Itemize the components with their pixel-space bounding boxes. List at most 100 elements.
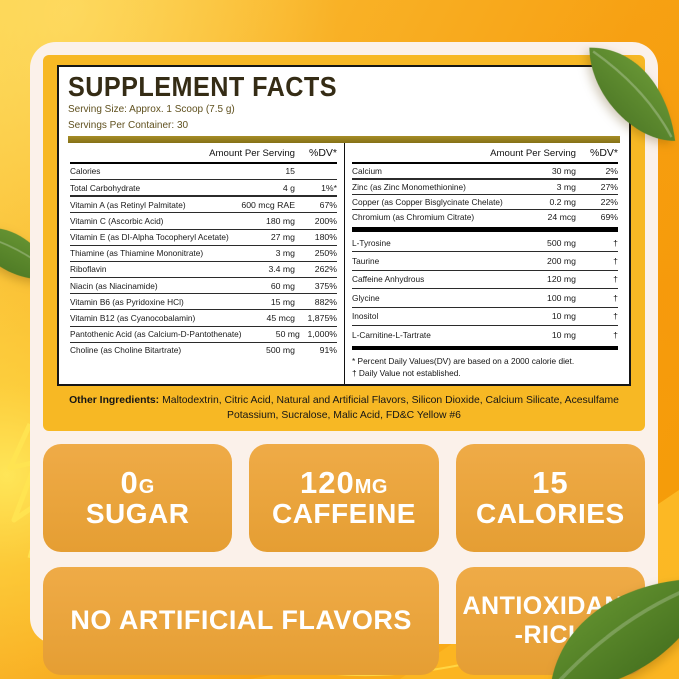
serving-size: Serving Size: Approx. 1 Scoop (7.5 g) (68, 104, 235, 116)
nutrient-dv: 1,875% (307, 313, 337, 324)
nutrient-name: Vitamin E (as DI-Alpha Tocopheryl Acetat… (70, 232, 229, 243)
nutrient-name: Copper (as Copper Bisglycinate Chelate) (352, 197, 503, 208)
nutrient-dv: 27% (600, 182, 618, 193)
dv-header: %DV* (589, 146, 618, 159)
nutrient-amount: 4 g (282, 182, 295, 193)
table-row: Taurine 200 mg † (352, 251, 618, 269)
other-ingredients-label: Other Ingredients: (69, 394, 160, 406)
nutrient-amount: 15 mg (270, 296, 295, 307)
gold-frame: SUPPLEMENT FACTS Serving Size: Approx. 1… (43, 55, 645, 431)
table-row: Glycine 100 mg † (352, 288, 618, 306)
table-row: Vitamin E (as DI-Alpha Tocopheryl Acetat… (70, 228, 337, 245)
amount-header: Amount Per Serving (209, 147, 295, 159)
amount-header: Amount Per Serving (490, 147, 576, 159)
table-row: Zinc (as Zinc Monomethionine) 3 mg 27% (352, 177, 618, 194)
badge-value: 15 (532, 466, 568, 499)
nutrient-name: Glycine (352, 292, 380, 303)
badge-no-artificial-flavors: NO ARTIFICIAL FLAVORS (43, 566, 440, 675)
nutrient-amount: 0.2 mg (549, 197, 576, 208)
table-row: Thiamine (as Thiamine Mononitrate) 3 mg 25… (70, 244, 337, 261)
table-row: Inositol 10 mg † (352, 306, 618, 325)
nutrient-amount: 180 mg (266, 215, 295, 226)
supplement-facts-box: SUPPLEMENT FACTS Serving Size: Approx. 1… (57, 65, 631, 386)
nutrient-name: Chromium (as Chromium Citrate) (352, 212, 475, 223)
nutrient-name: Inositol (352, 311, 379, 322)
claim-badges: 0G SUGAR 120MG CAFFEINE 15 CALORIES NO A… (43, 443, 645, 675)
nutrient-dv: † (613, 292, 618, 303)
table-row: L-Carnitine-L-Tartrate 10 mg † (352, 324, 618, 343)
table-row: L-Tyrosine 500 mg † (352, 234, 618, 251)
nutrient-name: Taurine (352, 256, 380, 267)
nutrient-dv: 2% (605, 165, 618, 176)
table-row: Calories 15 (70, 164, 337, 179)
nutrient-dv: 262% (314, 264, 337, 275)
table-row: Riboflavin 3.4 mg 262% (70, 260, 337, 277)
nutrient-dv: † (613, 329, 618, 340)
table-row: Vitamin C (Ascorbic Acid) 180 mg 200% (70, 212, 337, 228)
nutrient-amount: 600 mcg RAE (241, 199, 295, 210)
actives-section: L-Tyrosine 500 mg † Taurine 200 mg † Caffein… (352, 234, 618, 343)
badge-calories: 15 CALORIES (455, 443, 645, 552)
table-row: Choline (as Choline Bitartrate) 500 mg 91% (70, 341, 337, 358)
table-row: Calcium 30 mg 2% (352, 164, 618, 178)
nutrient-amount: 50 mg (275, 329, 300, 340)
gold-divider-bar (68, 135, 620, 143)
nutrient-name: Caffeine Anhydrous (352, 274, 425, 285)
nutrient-dv: 67% (319, 199, 337, 210)
table-row: Copper (as Copper Bisglycinate Chelate) 0… (352, 194, 618, 209)
badge-caffeine: 120MG CAFFEINE (249, 443, 439, 552)
nutrient-amount: 30 mg (551, 165, 576, 176)
table-row: Niacin (as Niacinamide) 60 mg 375% (70, 277, 337, 293)
nutrient-amount: 200 mg (547, 256, 576, 267)
other-ingredients: Other Ingredients: Maltodextrin, Citric A… (57, 393, 631, 424)
nutrient-name: Choline (as Choline Bitartrate) (70, 345, 182, 356)
nutrient-amount: 100 mg (547, 292, 576, 303)
leaf-icon (530, 567, 679, 679)
nutrient-dv: 1,000% (307, 329, 337, 340)
nutrient-amount: 3 mg (275, 248, 295, 259)
nutrient-name: Vitamin B12 (as Cyanocobalamin) (70, 313, 196, 324)
other-ingredients-text: Maltodextrin, Citric Acid, Natural and A… (162, 394, 619, 422)
table-row: Vitamin B6 (as Pyridoxine HCl) 15 mg 882% (70, 293, 337, 309)
nutrient-name: Thiamine (as Thiamine Mononitrate) (70, 248, 204, 259)
facts-column-minerals-actives: Amount Per Serving %DV* Calcium 30 mg 2% Z… (344, 142, 620, 384)
nutrient-amount: 500 mg (547, 237, 576, 248)
badge-value: 120MG (300, 466, 388, 499)
footnotes: * Percent Daily Values(DV) are based on … (352, 353, 618, 384)
badge-number: 120 (300, 465, 355, 500)
leaf-icon (576, 27, 679, 164)
servings-per-container: Servings Per Container: 30 (68, 119, 189, 131)
table-row: Caffeine Anhydrous 120 mg † (352, 269, 618, 288)
dv-header: %DV* (308, 146, 337, 159)
table-row: Total Carbohydrate 4 g 1%* (70, 178, 337, 195)
badge-unit: G (138, 476, 155, 498)
column-header: Amount Per Serving %DV* (70, 146, 337, 164)
nutrient-name: Vitamin A (as Retinyl Palmitate) (70, 199, 186, 210)
table-row: Pantothenic Acid (as Calcium-D-Pantothen… (70, 325, 337, 342)
nutrient-dv: 180% (314, 232, 337, 243)
nutrient-amount: 24 mcg (547, 212, 577, 223)
label-panel: SUPPLEMENT FACTS Serving Size: Approx. 1… (30, 42, 658, 675)
section-divider-bar (352, 227, 618, 232)
nutrient-dv: † (613, 237, 618, 248)
badge-row-1: 0G SUGAR 120MG CAFFEINE 15 CALORIES (43, 443, 645, 552)
badge-sugar: 0G SUGAR (43, 443, 233, 552)
nutrient-name: Vitamin C (Ascorbic Acid) (70, 215, 164, 226)
nutrient-amount: 60 mg (270, 280, 295, 291)
nutrient-dv: 91% (319, 345, 337, 356)
badge-label: SUGAR (85, 498, 190, 530)
nutrient-dv: 22% (600, 197, 618, 208)
badge-number: 0 (120, 465, 139, 500)
nutrient-name: Calories (70, 166, 101, 177)
badge-unit: MG (354, 476, 388, 498)
nutrient-name: Riboflavin (70, 264, 107, 275)
nutrient-dv: † (613, 311, 618, 322)
nutrient-dv: † (613, 256, 618, 267)
column-header: Amount Per Serving %DV* (352, 146, 618, 164)
nutrient-amount: 10 mg (551, 311, 576, 322)
footnote-dagger: † Daily Value not established. (352, 368, 461, 379)
nutrient-amount: 27 mg (270, 232, 295, 243)
nutrient-dv: 1%* (321, 182, 337, 193)
facts-column-vitamins: Amount Per Serving %DV* Calories 15 Total… (68, 143, 344, 384)
